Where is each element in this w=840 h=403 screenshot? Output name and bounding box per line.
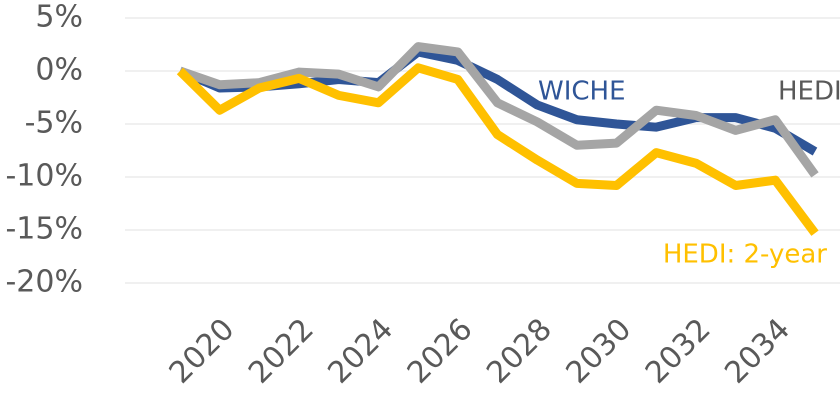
x-tick-label: 2022	[242, 312, 321, 391]
x-tick-label: 2032	[639, 312, 718, 391]
series-line	[176, 63, 819, 236]
y-tick-label: -15%	[5, 212, 83, 247]
y-tick-label: 5%	[35, 0, 83, 35]
series-label: HEDI: 2-year	[663, 240, 827, 270]
x-tick-label: 2026	[401, 312, 480, 391]
series-label: WICHE	[538, 77, 626, 107]
series-label: HEDI	[778, 77, 840, 107]
x-tick-label: 2024	[321, 312, 400, 391]
y-tick-label: -20%	[5, 265, 83, 300]
x-tick-label: 2030	[559, 312, 638, 391]
y-tick-label: -5%	[25, 106, 83, 141]
x-tick-label: 2034	[718, 312, 797, 391]
x-tick-label: 2020	[163, 312, 242, 391]
y-tick-label: -10%	[5, 159, 83, 194]
series-line	[178, 42, 819, 178]
x-tick-label: 2028	[480, 312, 559, 391]
y-tick-label: 0%	[35, 53, 83, 88]
